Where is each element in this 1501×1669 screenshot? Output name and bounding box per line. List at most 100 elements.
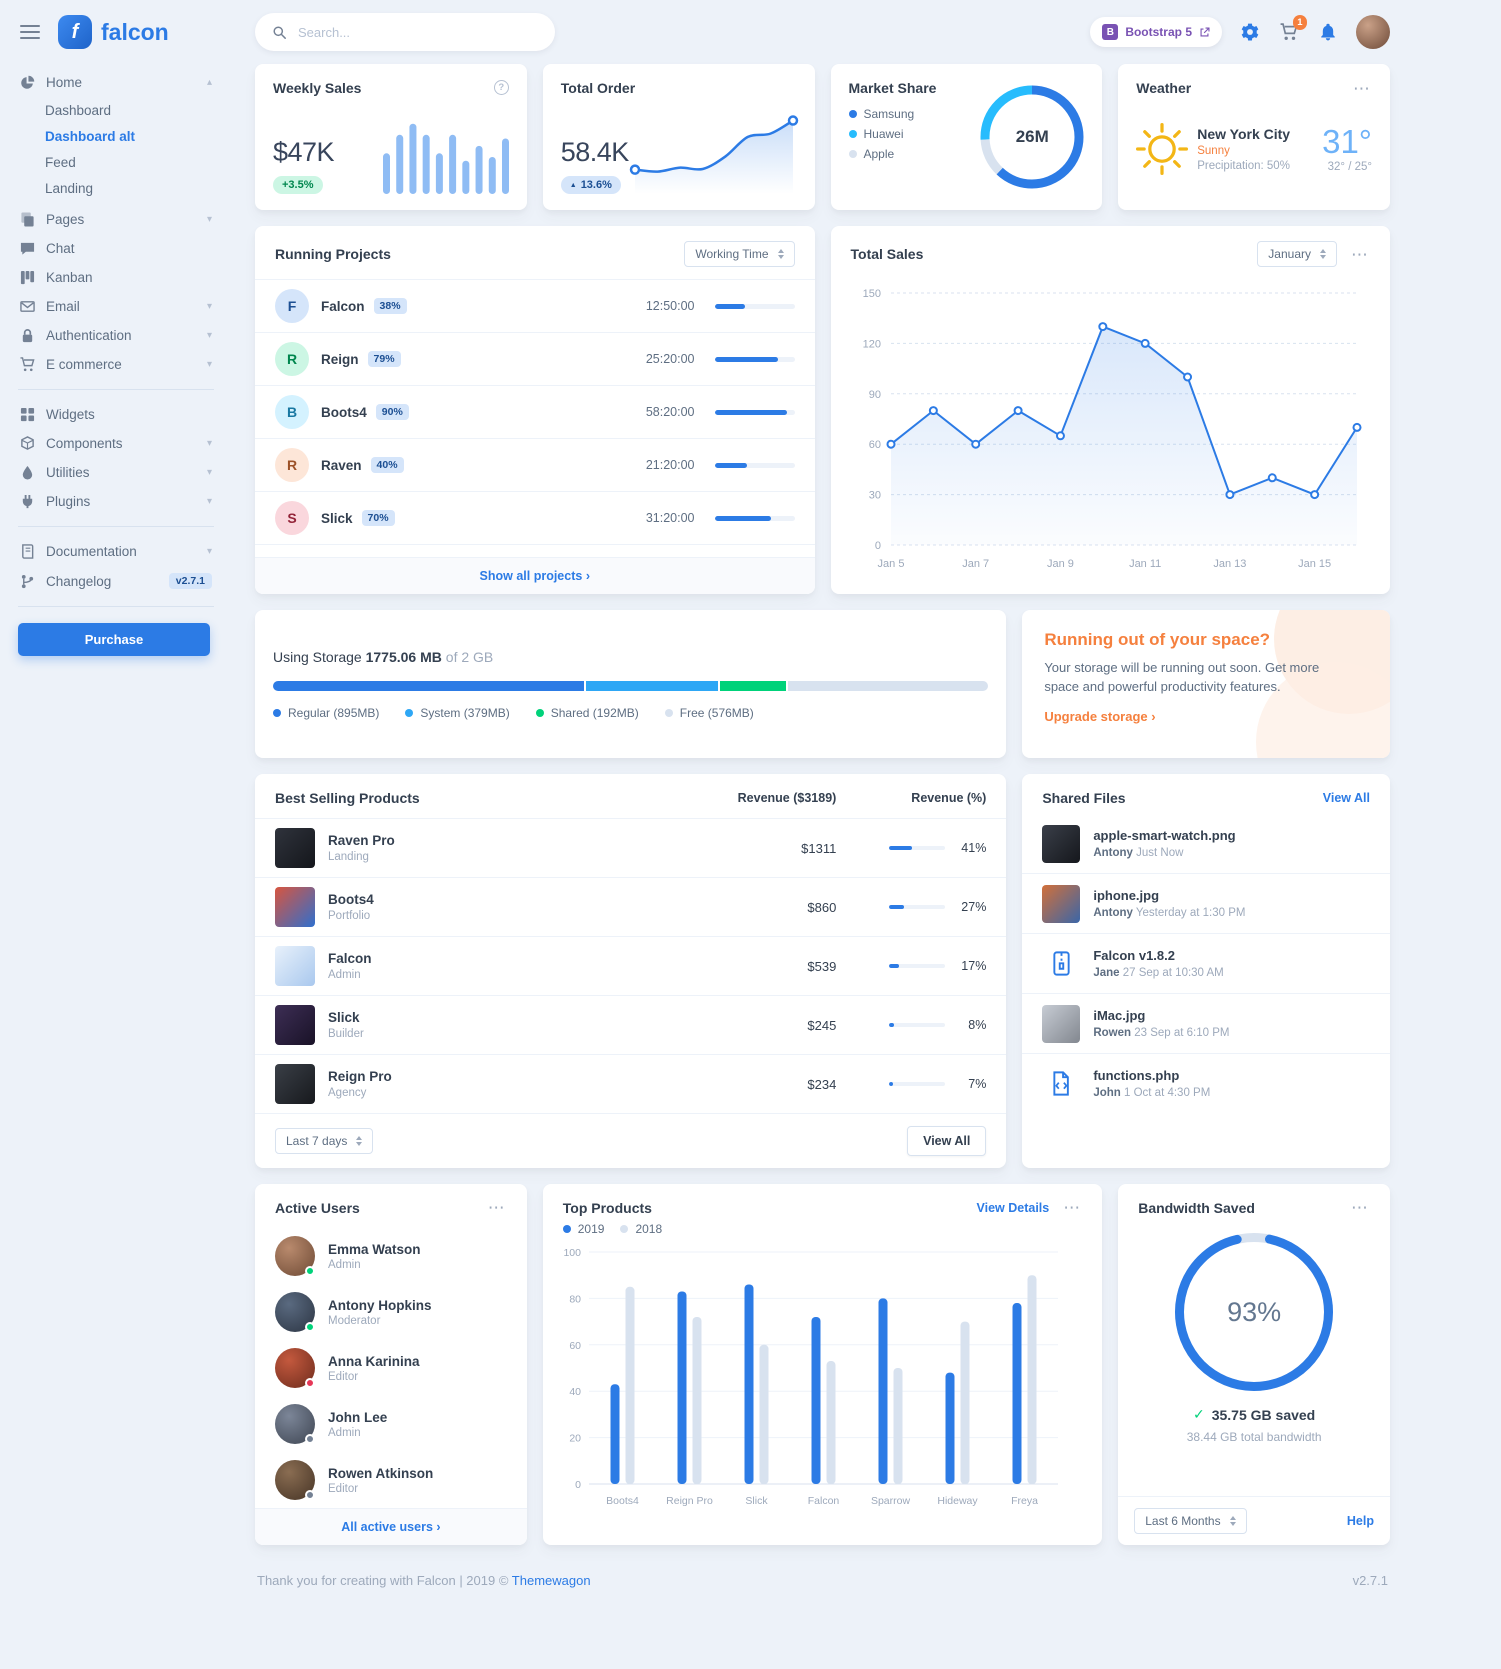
market-share-legend: Samsung Huawei Apple <box>848 104 937 164</box>
storage-segment-regular <box>273 680 584 691</box>
themewagon-link[interactable]: Themewagon <box>511 1573 591 1588</box>
sidebar-item-e-commerce[interactable]: E commerce ▾ <box>18 350 214 379</box>
falcon-logo[interactable]: f falcon <box>58 15 169 49</box>
product-name-link[interactable]: Falcon <box>328 951 372 966</box>
svg-text:Jan 5: Jan 5 <box>877 558 904 570</box>
sidebar-item-plugins[interactable]: Plugins ▾ <box>18 487 214 516</box>
project-progress <box>714 356 795 362</box>
cart-button[interactable]: 1 <box>1278 15 1307 43</box>
sidebar-item-email[interactable]: Email ▾ <box>18 292 214 321</box>
sidebar-header: f falcon <box>0 0 230 64</box>
project-percent-badge: 90% <box>375 404 409 420</box>
sidebar-item-dashboard[interactable]: Dashboard <box>45 102 112 118</box>
bandwidth-menu-button[interactable]: ⋯ <box>1351 1198 1368 1217</box>
shared-files-view-all-link[interactable]: View All <box>1322 791 1370 805</box>
chevron-down-icon: ▾ <box>206 214 212 225</box>
menu-toggle-button[interactable] <box>18 21 42 43</box>
search-input[interactable] <box>296 23 537 41</box>
sidebar-item-pages[interactable]: Pages ▾ <box>18 205 214 234</box>
sidebar-item-landing[interactable]: Landing <box>45 180 94 196</box>
legend-dot <box>273 708 281 717</box>
sidebar-submenu: Dashboard Dashboard alt Feed Landing <box>18 97 214 205</box>
last-6-months-select[interactable]: Last 6 Months <box>1134 1508 1247 1534</box>
chevron-right-icon: › <box>585 569 590 583</box>
user-name-link[interactable]: John Lee <box>328 1409 388 1425</box>
user-name-link[interactable]: Rowen Atkinson <box>328 1465 434 1481</box>
user-avatar[interactable] <box>1356 15 1390 49</box>
upgrade-storage-link[interactable]: Upgrade storage › <box>1044 708 1156 724</box>
sidebar-item-chat[interactable]: Chat <box>18 234 214 263</box>
sidebar-item-home[interactable]: Home ▴ <box>18 68 214 97</box>
file-name-link[interactable]: Falcon v1.8.2 <box>1093 948 1175 963</box>
file-name-link[interactable]: functions.php <box>1093 1068 1180 1083</box>
bandwidth-total-text: 38.44 GB total bandwidth <box>1186 1430 1322 1444</box>
project-name-link[interactable]: Raven <box>321 457 362 473</box>
notifications-bell-button[interactable] <box>1317 21 1339 43</box>
search-box <box>255 13 555 51</box>
sidebar-item-utilities[interactable]: Utilities ▾ <box>18 458 214 487</box>
sidebar-item-authentication[interactable]: Authentication ▾ <box>18 321 214 350</box>
total-sales-chart: 0 30 60 90 120 150 Jan 5 Jan 7 Jan 9 Jan 11 Jan 13… <box>862 288 1361 570</box>
cart-icon <box>20 357 35 372</box>
help-link[interactable]: Help <box>1346 1514 1374 1528</box>
sidebar-item-documentation[interactable]: Documentation ▾ <box>18 537 214 566</box>
user-name-link[interactable]: Anna Karinina <box>328 1353 420 1369</box>
active-users-menu-button[interactable]: ⋯ <box>487 1198 505 1217</box>
user-role: Editor <box>328 1370 359 1383</box>
active-users-card: Active Users ⋯ Emma Watson Admin Antony Ho… <box>255 1184 527 1545</box>
best-selling-title: Best Selling Products <box>275 790 420 806</box>
file-name-link[interactable]: iphone.jpg <box>1093 888 1160 903</box>
chevron-right-icon: › <box>436 1520 441 1534</box>
product-name-link[interactable]: Slick <box>328 1010 360 1025</box>
project-name-link[interactable]: Boots4 <box>321 404 367 420</box>
search-icon <box>273 25 286 39</box>
chat-icon <box>20 242 35 255</box>
storage-total-value: of 2 GB <box>445 648 494 665</box>
project-name-link[interactable]: Reign <box>321 351 359 367</box>
bootstrap5-button[interactable]: B Bootstrap 5 <box>1090 17 1222 47</box>
page-footer: Thank you for creating with Falcon | 201… <box>255 1545 1390 1588</box>
chevron-down-icon: ▾ <box>206 546 212 557</box>
sidebar-item-feed[interactable]: Feed <box>45 154 76 170</box>
total-order-title: Total Order <box>560 80 636 96</box>
show-all-projects-link[interactable]: Show all projects › <box>255 557 815 594</box>
view-details-link[interactable]: View Details <box>976 1200 1050 1215</box>
project-name-link[interactable]: Slick <box>321 510 353 526</box>
project-time: 12:50:00 <box>645 299 695 313</box>
product-name-link[interactable]: Boots4 <box>328 892 374 907</box>
file-name-link[interactable]: iMac.jpg <box>1093 1008 1146 1023</box>
version-label: v2.7.1 <box>1352 1573 1388 1588</box>
working-time-select[interactable]: Working Time <box>684 241 795 267</box>
sidebar-item-dashboard-alt[interactable]: Dashboard alt <box>45 128 136 144</box>
falcon-logo-icon: f <box>58 15 92 49</box>
weather-menu-button[interactable]: ⋯ <box>1353 79 1370 98</box>
project-percent-badge: 79% <box>367 351 401 367</box>
sidebar-item-kanban[interactable]: Kanban <box>18 263 214 292</box>
user-name-link[interactable]: Emma Watson <box>328 1241 421 1257</box>
project-name-link[interactable]: Falcon <box>321 298 365 314</box>
view-all-button[interactable]: View All <box>907 1126 987 1156</box>
user-name-link[interactable]: Antony Hopkins <box>328 1297 432 1313</box>
all-active-users-link[interactable]: All active users › <box>255 1508 527 1545</box>
month-select[interactable]: January <box>1257 241 1337 267</box>
question-icon[interactable]: ? <box>493 80 509 95</box>
projects-list: F Falcon 38% 12:50:00 R Reign 79% 25:20:00 B Boot… <box>255 280 815 545</box>
file-name-link[interactable]: apple-smart-watch.png <box>1093 828 1236 843</box>
file-thumbnail <box>1042 884 1081 923</box>
sidebar-item-components[interactable]: Components ▾ <box>18 429 214 458</box>
product-name-link[interactable]: Reign Pro <box>328 1069 392 1084</box>
product-name-link[interactable]: Raven Pro <box>328 833 395 848</box>
settings-gear-button[interactable] <box>1239 21 1261 43</box>
user-role: Admin <box>328 1258 361 1271</box>
file-user: Antony <box>1093 847 1133 859</box>
upgrade-space-card: Running out of your space? Your storage … <box>1022 610 1390 758</box>
total-sales-menu-button[interactable]: ⋯ <box>1351 244 1368 264</box>
sidebar-item-changelog[interactable]: Changelog v2.7.1 <box>18 566 214 596</box>
top-products-menu-button[interactable]: ⋯ <box>1063 1198 1081 1217</box>
sidebar-divider <box>18 606 214 607</box>
user-row: Rowen Atkinson Editor <box>255 1452 527 1508</box>
purchase-button[interactable]: Purchase <box>18 623 210 656</box>
sidebar-item-widgets[interactable]: Widgets <box>18 400 214 429</box>
last-7-days-select[interactable]: Last 7 days <box>275 1128 374 1154</box>
user-avatar <box>275 1404 315 1444</box>
